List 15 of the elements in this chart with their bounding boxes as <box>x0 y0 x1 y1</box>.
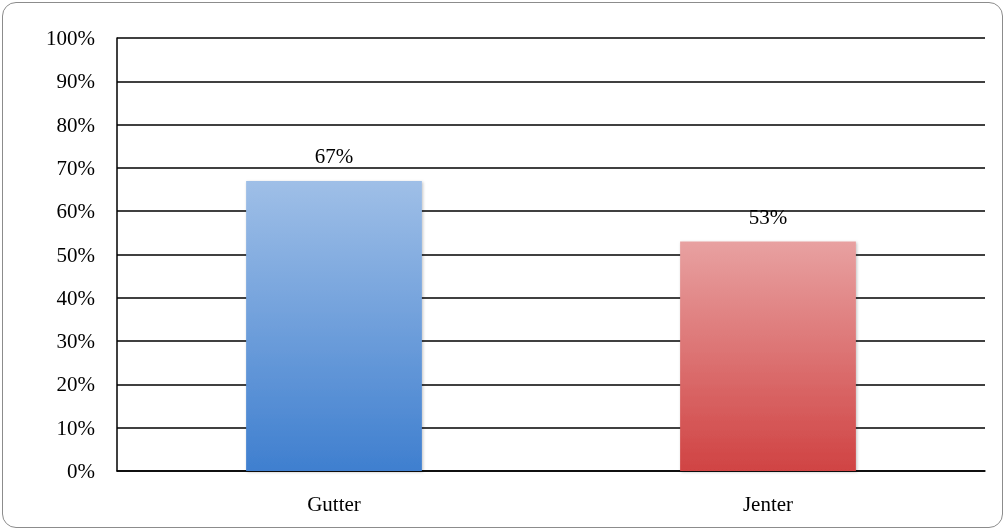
x-tick-label: Jenter <box>742 491 794 516</box>
y-tick-label: 80% <box>56 112 95 137</box>
y-tick-label: 50% <box>56 242 95 267</box>
y-tick-label: 90% <box>56 69 95 94</box>
y-tick-label: 60% <box>56 199 95 224</box>
y-tick-label: 0% <box>67 459 95 483</box>
y-tick-label: 100% <box>46 26 95 50</box>
y-tick-label: 70% <box>56 155 95 180</box>
y-tick-label: 20% <box>56 372 95 397</box>
x-tick-label: Gutter <box>307 491 361 516</box>
data-label: 53% <box>748 205 788 230</box>
y-tick-label: 40% <box>56 285 95 310</box>
data-label: 67% <box>314 144 354 169</box>
y-tick-label: 10% <box>56 415 95 440</box>
y-tick-label: 30% <box>56 329 95 354</box>
